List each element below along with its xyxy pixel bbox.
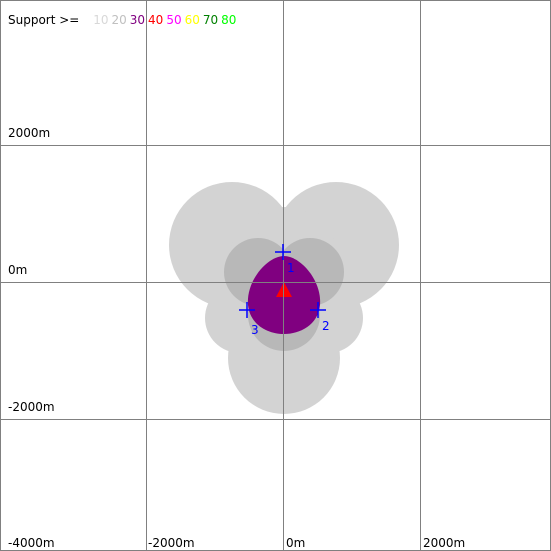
y-axis-label: -2000m — [8, 400, 55, 414]
x-axis-label: 2000m — [423, 536, 465, 550]
legend-level: 50 — [166, 13, 181, 27]
station-label: 3 — [251, 323, 259, 337]
y-axis-label: 2000m — [8, 126, 50, 140]
legend: Support >= 10 20 30 40 50 60 70 80 — [8, 13, 236, 27]
station-label: 2 — [322, 319, 330, 333]
station-label: 1 — [287, 261, 295, 275]
legend-title: Support >= — [8, 13, 79, 27]
legend-level: 70 — [203, 13, 218, 27]
legend-level: 10 — [93, 13, 108, 27]
legend-level: 30 — [130, 13, 145, 27]
stations: 1 2 3 — [239, 244, 330, 337]
station-marker — [275, 244, 291, 260]
x-axis-label: 0m — [286, 536, 305, 550]
legend-level: 20 — [111, 13, 126, 27]
legend-level: 80 — [221, 13, 236, 27]
station-marker — [310, 302, 326, 318]
x-axis-label: -4000m — [8, 536, 55, 550]
station-marker — [239, 302, 255, 318]
legend-level: 40 — [148, 13, 163, 27]
y-axis-label: 0m — [8, 263, 27, 277]
legend-level: 60 — [185, 13, 200, 27]
x-axis-label: -2000m — [148, 536, 195, 550]
